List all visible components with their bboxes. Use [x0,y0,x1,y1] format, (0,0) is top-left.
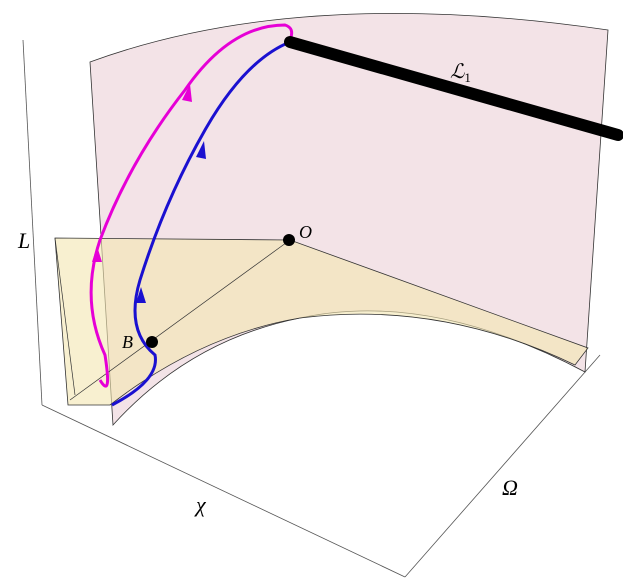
point-b [146,336,158,348]
line-label-main: ℒ [450,61,465,83]
arrowheads [92,84,206,303]
point-o [283,234,295,246]
blue-trajectory [111,40,291,407]
vertical-axis-label: L [17,228,30,253]
axes-box [22,39,601,578]
chi-axis-label: χ [194,492,207,517]
point-b-label: B [122,332,133,352]
magenta-trajectory [89,23,294,388]
omega-axis-label: Ω [502,475,518,500]
line-l1 [284,36,623,141]
yellow-surface [54,237,589,406]
line-label-subscript: 1 [464,70,471,85]
line-label: ℒ1 [450,61,471,85]
origin-label: O [299,222,312,242]
